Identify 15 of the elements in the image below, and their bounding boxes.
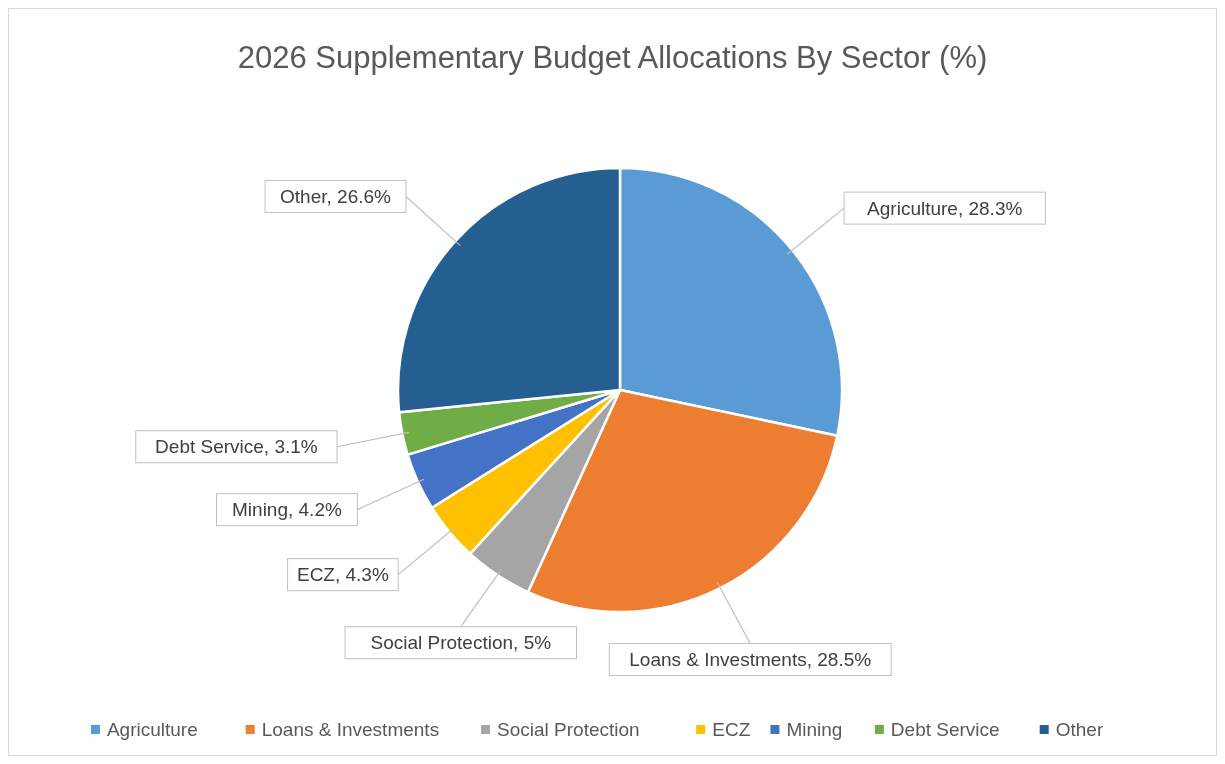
legend-label: Loans & Investments bbox=[261, 719, 440, 740]
legend-label: Other bbox=[1055, 719, 1104, 740]
data-label: Debt Service, 3.1% bbox=[155, 436, 318, 458]
data-label: Loans & Investments, 28.5% bbox=[629, 649, 872, 671]
data-label: Social Protection, 5% bbox=[370, 632, 552, 654]
legend-label: ECZ bbox=[712, 719, 751, 740]
legend-label: Debt Service bbox=[890, 719, 1000, 740]
chart-title: 2026 Supplementary Budget Allocations By Sector (%) bbox=[237, 40, 988, 75]
data-label: Mining, 4.2% bbox=[232, 499, 342, 521]
data-label: ECZ, 4.3% bbox=[296, 564, 389, 586]
data-label: Agriculture, 28.3% bbox=[867, 197, 1023, 219]
data-label: Other, 26.6% bbox=[280, 185, 392, 207]
legend-label: Mining bbox=[786, 719, 843, 740]
legend-label: Agriculture bbox=[106, 719, 198, 740]
legend-label: Social Protection bbox=[497, 719, 640, 740]
